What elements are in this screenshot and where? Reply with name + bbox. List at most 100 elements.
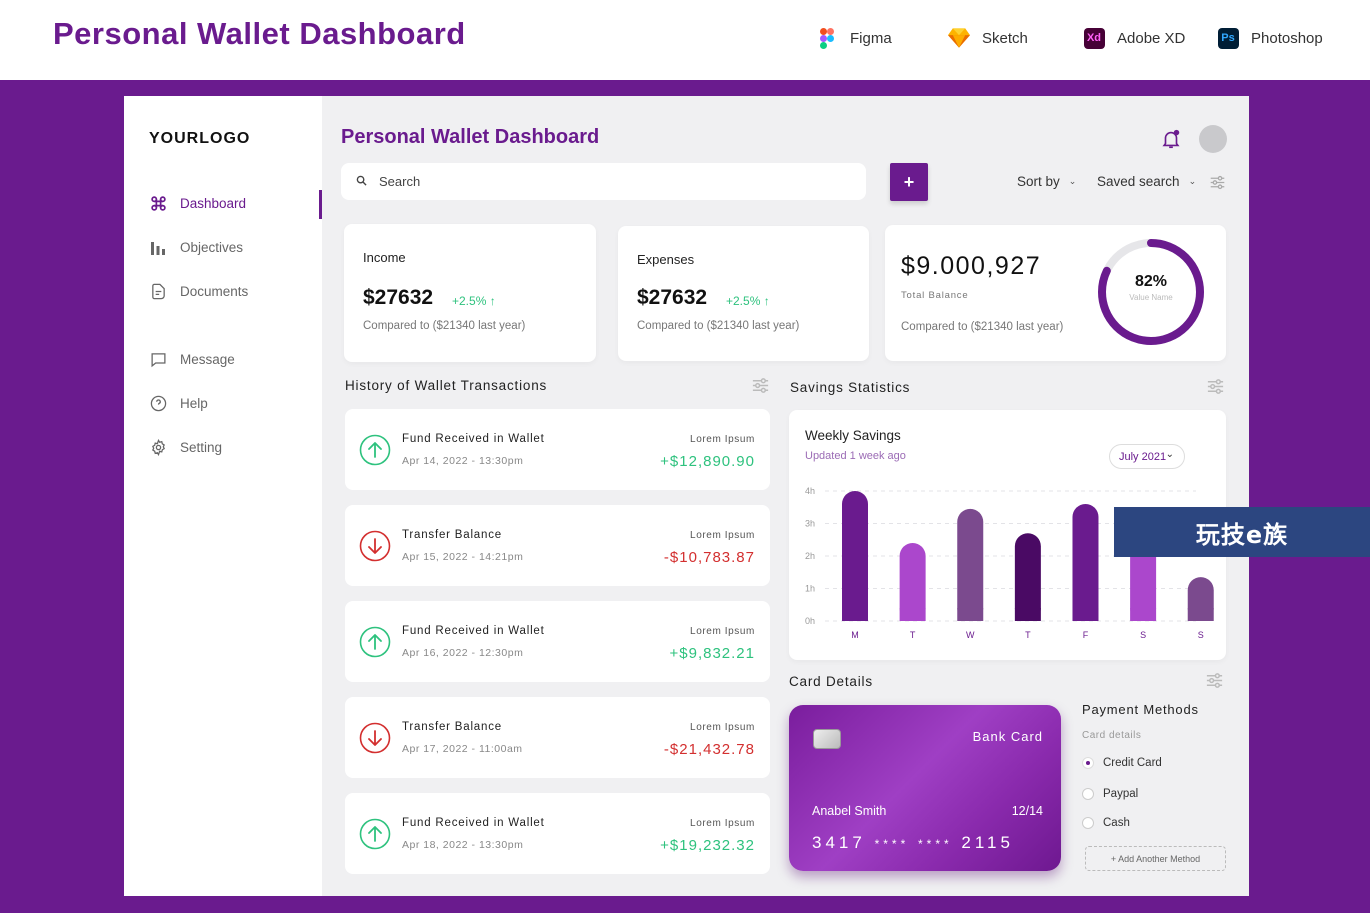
radio-button[interactable] (1082, 788, 1094, 800)
chevron-down-icon: ⌄ (1165, 449, 1174, 460)
add-button[interactable]: + (890, 163, 928, 201)
bar-base-4 (1072, 608, 1099, 621)
filter-icon[interactable] (1206, 377, 1226, 395)
search-input[interactable] (379, 174, 779, 189)
transaction-row[interactable]: Fund Received in Wallet Apr 14, 2022 - 13… (345, 409, 770, 490)
expenses-change-value: +2.5% (726, 294, 761, 308)
radio-button[interactable] (1082, 817, 1094, 829)
sidebar-item-dashboard[interactable]: Dashboard (149, 192, 246, 214)
bar-base-1 (899, 608, 926, 621)
sidebar-item-message[interactable]: Message (149, 348, 235, 370)
message-icon (149, 350, 167, 368)
transaction-row[interactable]: Fund Received in Wallet Apr 18, 2022 - 13… (345, 793, 770, 874)
sidebar-item-label: Documents (180, 283, 249, 299)
card-number-part: 3417 (812, 833, 866, 852)
payment-option-cash[interactable]: Cash (1082, 817, 1130, 829)
card-holder: Anabel Smith (812, 804, 887, 818)
arrow-up-icon: ↑ (763, 294, 770, 308)
balance-label: Total Balance (901, 290, 969, 301)
top-banner: Personal Wallet Dashboard Figma Sketch X… (0, 0, 1370, 80)
transaction-title: Fund Received in Wallet (402, 625, 545, 637)
filter-icon[interactable] (1205, 671, 1225, 689)
transaction-row[interactable]: Transfer Balance Apr 15, 2022 - 14:21pm Lo… (345, 505, 770, 586)
sort-dropdown[interactable]: Sort by ⌄ (1017, 174, 1076, 189)
income-label: Income (363, 250, 406, 265)
tool-label: Sketch (982, 29, 1028, 47)
gear-icon (149, 438, 167, 456)
transaction-amount: -$10,783.87 (663, 549, 755, 566)
payment-option-credit-card[interactable]: Credit Card (1082, 757, 1162, 769)
transaction-note: Lorem Ipsum (690, 434, 755, 445)
transaction-title: Fund Received in Wallet (402, 817, 545, 829)
bar-base-2 (957, 608, 984, 621)
bank-card-label: Bank Card (972, 729, 1043, 744)
transaction-date: Apr 17, 2022 - 11:00am (402, 743, 523, 755)
sidebar-item-help[interactable]: Help (149, 392, 208, 414)
help-icon (149, 394, 167, 412)
x-tick-label: S (1140, 630, 1146, 640)
sidebar-item-documents[interactable]: Documents (149, 280, 248, 302)
expenses-value: $27632 (637, 286, 708, 309)
arrow-up-icon: ↑ (489, 294, 496, 308)
sidebar-item-label: Objectives (180, 239, 244, 255)
sidebar-item-label: Help (180, 395, 208, 411)
transaction-note: Lorem Ipsum (690, 818, 755, 829)
bar-base-0 (842, 608, 868, 621)
card-expiry: 12/14 (1011, 804, 1043, 818)
sidebar-item-setting[interactable]: Setting (149, 436, 222, 458)
bell-icon[interactable] (1160, 128, 1182, 150)
transaction-amount: -$21,432.78 (663, 741, 755, 758)
donut-arc (1098, 239, 1204, 345)
x-tick-label: F (1083, 630, 1089, 640)
transaction-row[interactable]: Transfer Balance Apr 17, 2022 - 11:00am Lo… (345, 697, 770, 778)
transaction-note: Lorem Ipsum (690, 626, 755, 637)
chevron-down-icon: ⌄ (1068, 176, 1077, 186)
month-select[interactable]: July 2021 ⌄ (1109, 444, 1185, 469)
bank-card[interactable]: Bank Card Anabel Smith 12/14 3417 **** *… (789, 705, 1061, 871)
payment-option-label: Paypal (1103, 788, 1139, 800)
filter-icon[interactable] (751, 376, 771, 394)
y-tick-label: 0h (805, 616, 815, 626)
card-details-title: Card Details (789, 674, 873, 689)
x-tick-label: T (1025, 630, 1031, 640)
transaction-row[interactable]: Fund Received in Wallet Apr 16, 2022 - 12… (345, 601, 770, 682)
payment-option-label: Cash (1103, 817, 1130, 829)
avatar[interactable] (1199, 125, 1227, 153)
bar-chart-icon (149, 238, 167, 256)
income-card: Income $27632 +2.5% ↑ Compared to ($2134… (344, 224, 596, 362)
balance-donut (1098, 239, 1204, 345)
tool-figma: Figma (816, 26, 892, 50)
savings-section-title: Savings Statistics (790, 380, 911, 395)
chart-title: Weekly Savings (805, 428, 901, 443)
active-indicator (319, 190, 322, 219)
payment-option-paypal[interactable]: Paypal (1082, 788, 1138, 800)
page-title: Personal Wallet Dashboard (341, 126, 600, 148)
sidebar-item-objectives[interactable]: Objectives (149, 236, 243, 258)
saved-search-dropdown[interactable]: Saved search ⌄ (1097, 174, 1196, 189)
donut-percent: 82% (1134, 273, 1168, 290)
transaction-amount: +$12,890.90 (660, 453, 755, 470)
arrow-up-circle-icon (359, 434, 391, 466)
bar-base-3 (1014, 608, 1041, 621)
y-tick-label: 3h (805, 519, 815, 529)
tool-sketch: Sketch (948, 26, 1028, 50)
add-method-button[interactable]: + Add Another Method (1085, 846, 1226, 871)
figma-icon (816, 27, 838, 49)
sort-label: Sort by (1017, 174, 1060, 189)
radio-button[interactable] (1082, 757, 1094, 769)
sidebar-item-label: Message (180, 351, 235, 367)
photoshop-icon: Ps (1217, 27, 1239, 49)
filter-icon[interactable] (1209, 174, 1229, 192)
income-change-value: +2.5% (452, 294, 487, 308)
search-bar[interactable] (341, 163, 866, 200)
transactions-title: History of Wallet Transactions (345, 378, 548, 393)
arrow-up-circle-icon (359, 626, 391, 658)
bar-base-5 (1130, 608, 1157, 621)
transaction-date: Apr 14, 2022 - 13:30pm (402, 455, 524, 467)
logo: YOURLOGO (149, 130, 251, 147)
bar-4 (1072, 504, 1099, 621)
arrow-up-circle-icon (359, 818, 391, 850)
adobe-xd-badge: Xd (1083, 27, 1105, 49)
expenses-label: Expenses (637, 252, 695, 267)
transaction-title: Fund Received in Wallet (402, 433, 545, 445)
